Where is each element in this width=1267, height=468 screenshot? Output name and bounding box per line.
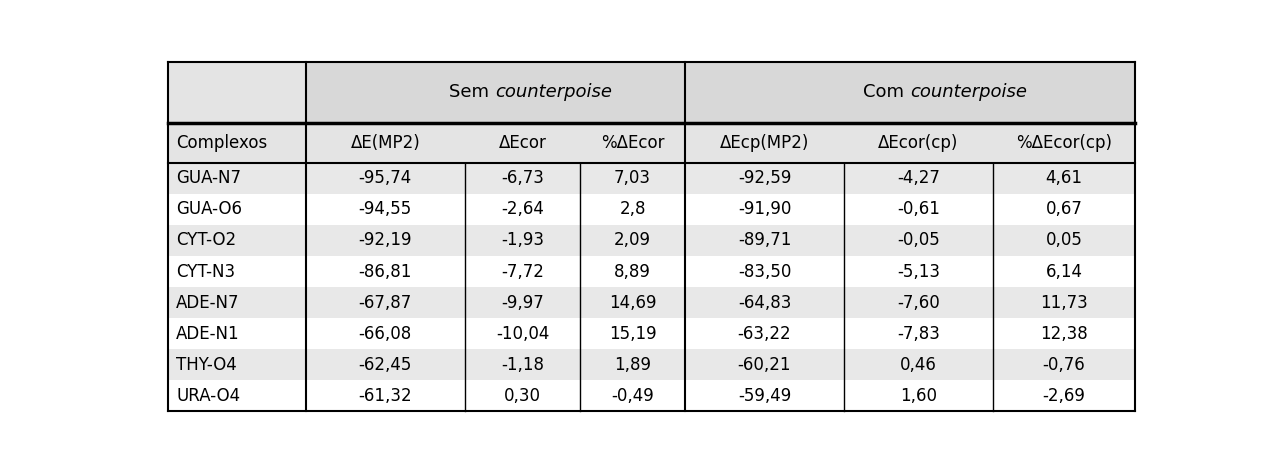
Text: 7,03: 7,03 [614,169,651,188]
Text: -92,19: -92,19 [359,232,412,249]
Text: -91,90: -91,90 [737,200,791,219]
Text: -67,87: -67,87 [359,293,412,312]
Bar [169,62,305,123]
Text: 2,09: 2,09 [614,232,651,249]
Text: Com: Com [863,83,910,101]
Text: -4,27: -4,27 [897,169,940,188]
Text: -6,73: -6,73 [502,169,544,188]
Text: ADE-N7: ADE-N7 [176,293,239,312]
Text: 11,73: 11,73 [1040,293,1088,312]
Text: 1,60: 1,60 [900,387,936,405]
Text: ΔEcp(MP2): ΔEcp(MP2) [720,134,810,152]
Bar [169,287,1135,318]
Text: %ΔEcor(cp): %ΔEcor(cp) [1016,134,1112,152]
Text: -7,60: -7,60 [897,293,940,312]
Text: -92,59: -92,59 [737,169,791,188]
Text: 14,69: 14,69 [609,293,656,312]
Text: -7,83: -7,83 [897,325,940,343]
Bar [169,225,1135,256]
Text: CYT-N3: CYT-N3 [176,263,236,280]
Text: -86,81: -86,81 [359,263,412,280]
Text: ΔEcor(cp): ΔEcor(cp) [878,134,959,152]
Text: Sem: Sem [450,83,495,101]
Text: CYT-O2: CYT-O2 [176,232,236,249]
Bar [169,62,1135,123]
Text: 4,61: 4,61 [1045,169,1082,188]
Text: -89,71: -89,71 [737,232,791,249]
Text: -0,05: -0,05 [897,232,940,249]
Text: Complexos: Complexos [176,134,267,152]
Text: -60,21: -60,21 [737,356,791,373]
Text: -59,49: -59,49 [737,387,791,405]
Text: 2,8: 2,8 [620,200,646,219]
Text: 1,89: 1,89 [614,356,651,373]
Text: -95,74: -95,74 [359,169,412,188]
Text: -5,13: -5,13 [897,263,940,280]
Text: counterpoise: counterpoise [910,83,1028,101]
Text: counterpoise: counterpoise [495,83,612,101]
Text: -1,93: -1,93 [502,232,544,249]
Text: 0,05: 0,05 [1045,232,1082,249]
Text: 0,30: 0,30 [504,387,541,405]
Text: 0,46: 0,46 [900,356,936,373]
Text: %ΔEcor: %ΔEcor [601,134,664,152]
Text: -83,50: -83,50 [737,263,791,280]
Text: GUA-O6: GUA-O6 [176,200,242,219]
Text: -63,22: -63,22 [737,325,792,343]
Text: 12,38: 12,38 [1040,325,1088,343]
Text: -94,55: -94,55 [359,200,412,219]
Text: 6,14: 6,14 [1045,263,1082,280]
Text: -1,18: -1,18 [502,356,544,373]
Text: -61,32: -61,32 [359,387,412,405]
Text: -7,72: -7,72 [502,263,544,280]
Text: GUA-N7: GUA-N7 [176,169,241,188]
Text: -66,08: -66,08 [359,325,412,343]
Text: -9,97: -9,97 [502,293,544,312]
Text: URA-O4: URA-O4 [176,387,241,405]
Text: ADE-N1: ADE-N1 [176,325,239,343]
Text: -2,69: -2,69 [1043,387,1086,405]
Text: -64,83: -64,83 [737,293,791,312]
Text: 15,19: 15,19 [608,325,656,343]
Text: THY-O4: THY-O4 [176,356,237,373]
Text: -0,61: -0,61 [897,200,940,219]
Bar [169,163,1135,194]
Text: -0,76: -0,76 [1043,356,1086,373]
Text: -62,45: -62,45 [359,356,412,373]
Bar [169,349,1135,380]
Text: 0,67: 0,67 [1045,200,1082,219]
Text: ΔEcor: ΔEcor [499,134,546,152]
Text: -0,49: -0,49 [611,387,654,405]
Text: -2,64: -2,64 [502,200,544,219]
Bar [169,123,1135,163]
Text: 8,89: 8,89 [614,263,651,280]
Text: -10,04: -10,04 [495,325,550,343]
Text: ΔE(MP2): ΔE(MP2) [351,134,421,152]
